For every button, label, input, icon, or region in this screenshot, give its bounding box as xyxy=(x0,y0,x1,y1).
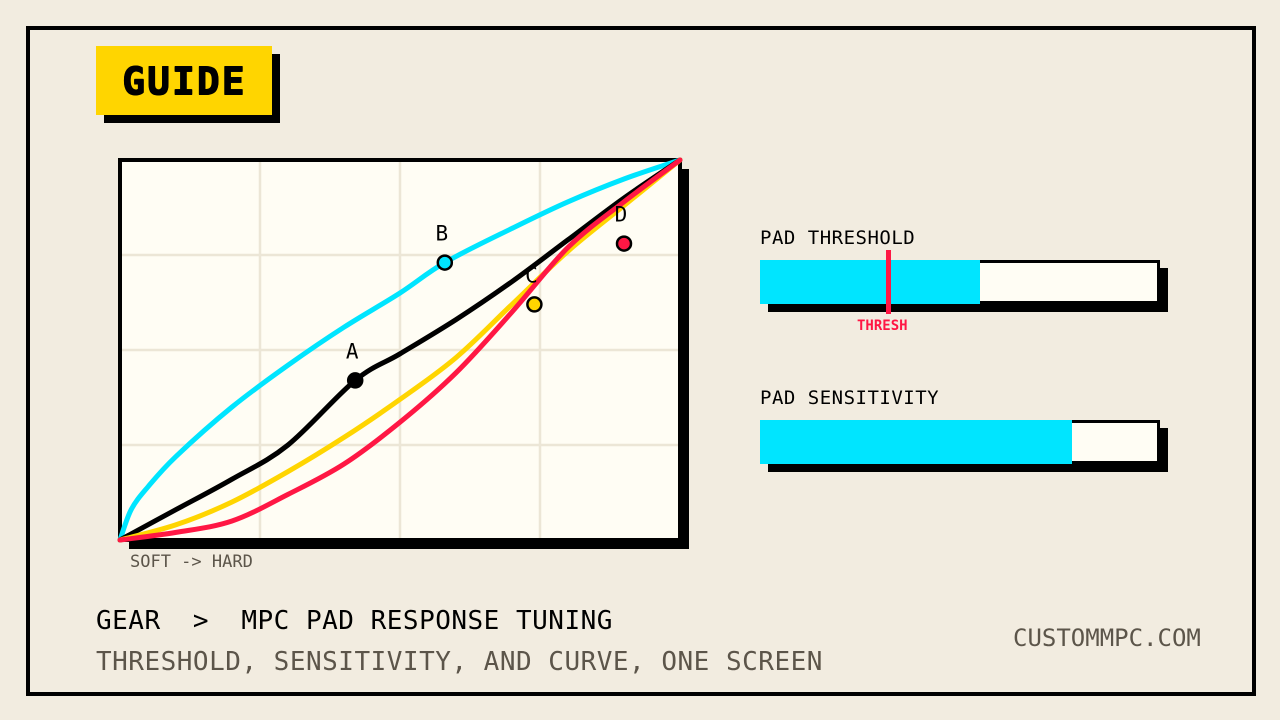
sensitivity-fill xyxy=(760,420,1072,464)
point-label-d: D xyxy=(615,203,628,227)
threshold-label: PAD THRESHOLD xyxy=(760,227,916,249)
curve-black xyxy=(117,157,683,543)
point-d xyxy=(615,235,633,252)
page-subtitle: THRESHOLD, SENSITIVITY, AND CURVE, ONE S… xyxy=(96,647,823,677)
point-label-a: A xyxy=(346,339,359,363)
threshold-marker-label: THRESH xyxy=(857,318,908,334)
curve-cyan xyxy=(117,157,683,543)
sensitivity-label: PAD SENSITIVITY xyxy=(760,387,940,409)
outer-frame xyxy=(26,26,1256,696)
x-axis-label: SOFT -> HARD xyxy=(130,552,253,572)
threshold-fill xyxy=(760,260,980,304)
point-c xyxy=(526,296,543,313)
breadcrumb: GEAR > MPC PAD RESPONSE TUNING xyxy=(96,606,613,636)
site-link[interactable]: CUSTOMMPC.COM xyxy=(1013,624,1201,652)
curve-yellow xyxy=(117,157,683,543)
threshold-marker[interactable] xyxy=(886,250,891,314)
point-a xyxy=(346,372,364,389)
point-label-b: B xyxy=(435,222,448,246)
plot-border xyxy=(118,158,682,542)
point-b xyxy=(436,254,454,271)
guide-badge: GUIDE xyxy=(96,46,272,115)
curve-red xyxy=(117,157,683,543)
point-label-c: C xyxy=(525,263,538,287)
